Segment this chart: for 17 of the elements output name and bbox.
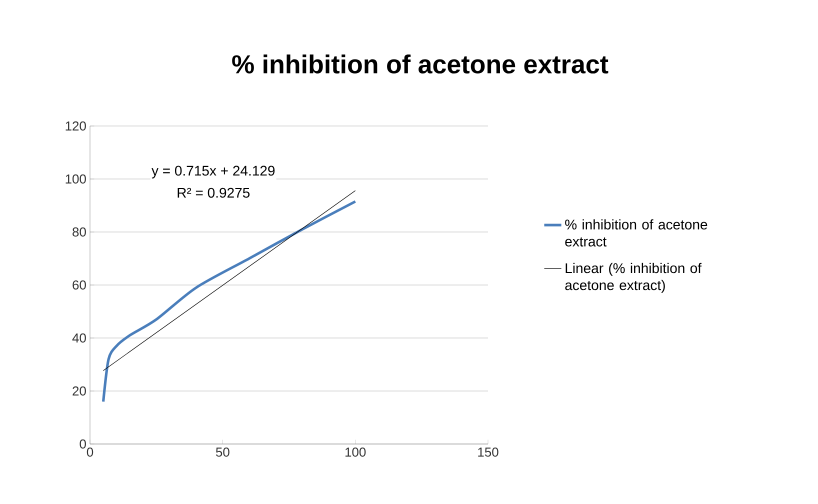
x-tick-label: 50 [216, 448, 230, 457]
x-tick-label: 100 [345, 448, 366, 457]
y-tick-label: 0 [80, 439, 86, 449]
annotation: y = 0.715x + 24.129 [152, 166, 275, 178]
y-tick-label: 100 [66, 174, 86, 184]
line-series [102, 200, 357, 403]
x-tick-label: 0 [86, 448, 94, 457]
legend-label: % inhibition of acetone extract [565, 219, 708, 247]
y-tick-label: 20 [72, 386, 86, 396]
legend-label: Linear (% inhibition of acetone extract) [565, 262, 702, 293]
y-tick-label: 80 [72, 227, 86, 237]
annotation: R² = 0.9275 [178, 188, 250, 198]
y-tick-label: 120 [66, 121, 86, 131]
chart-title: % inhibition of acetone extract [232, 54, 608, 74]
x-tick-label: 150 [478, 448, 498, 457]
y-tick-label: 40 [72, 333, 86, 343]
y-tick-label: 60 [72, 280, 86, 290]
